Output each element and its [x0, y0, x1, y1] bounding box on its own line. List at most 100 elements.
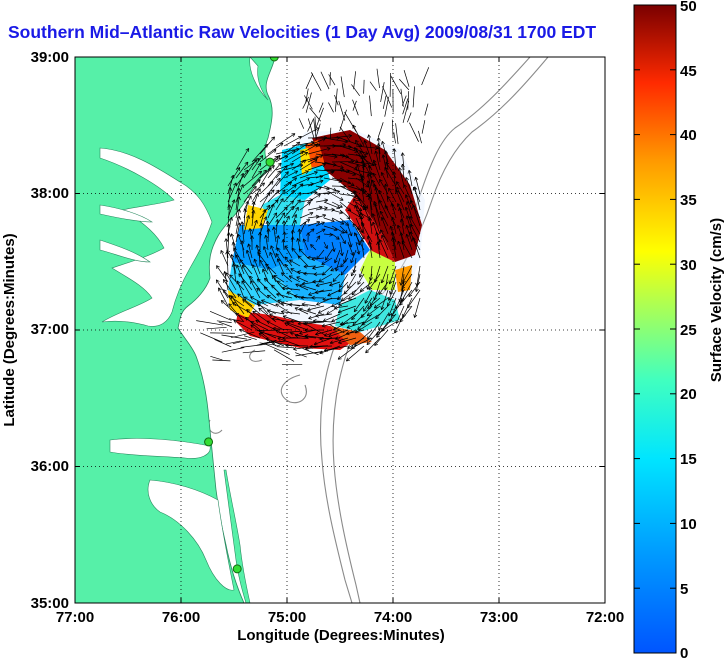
velocity-vector-head	[264, 209, 267, 213]
velocity-vector-head	[265, 263, 267, 268]
velocity-vector-head	[334, 248, 336, 252]
velocity-vector-head	[311, 259, 316, 262]
velocity-vector	[331, 193, 344, 201]
velocity-vector	[242, 350, 266, 354]
velocity-vector	[283, 150, 305, 163]
velocity-vector-head	[367, 241, 370, 245]
velocity-vector	[307, 118, 315, 139]
velocity-vector-head	[261, 223, 264, 227]
velocity-vector	[251, 162, 262, 179]
velocity-vector-head	[271, 284, 273, 289]
velocity-vector-head	[248, 243, 252, 247]
velocity-vector-head	[406, 224, 410, 228]
velocity-vector-head	[348, 215, 351, 219]
velocity-vector-head	[264, 278, 266, 282]
velocity-vector	[299, 144, 318, 155]
velocity-vector-head	[408, 293, 410, 297]
velocity-vector	[369, 289, 381, 306]
velocity-vector-head	[365, 195, 370, 198]
velocity-vector	[323, 191, 340, 195]
velocity-vector-head	[373, 304, 377, 309]
velocity-vector	[331, 313, 349, 322]
velocity-vector-head	[352, 223, 357, 226]
velocity-vector-head	[414, 186, 418, 190]
velocity-vector-head	[295, 284, 299, 288]
velocity-vector	[243, 179, 261, 195]
velocity-vector-head	[271, 284, 275, 287]
velocity-vector-head	[237, 293, 240, 298]
velocity-vector-head	[315, 313, 319, 317]
velocity-vector-head	[240, 184, 244, 187]
velocity-vector-head	[323, 138, 326, 142]
velocity-vector	[323, 241, 328, 249]
velocity-vector-head	[301, 281, 306, 285]
velocity-vector-head	[281, 220, 285, 224]
velocity-vector-head	[328, 333, 332, 337]
velocity-vector	[335, 257, 341, 272]
velocity-vector	[338, 281, 349, 293]
velocity-vector-head	[298, 248, 301, 253]
velocity-vector	[272, 318, 293, 323]
velocity-vector	[259, 181, 274, 195]
velocity-vector-head	[293, 348, 297, 351]
velocity-vector	[299, 228, 301, 243]
velocity-vector-head	[384, 150, 387, 155]
velocity-vector	[323, 144, 346, 147]
velocity-vector	[364, 140, 373, 163]
velocity-vector	[340, 265, 349, 276]
velocity-vector	[355, 225, 365, 240]
velocity-vector	[352, 124, 365, 147]
velocity-vector-head	[307, 309, 311, 312]
velocity-vector-head	[344, 141, 348, 144]
velocity-vector-head	[226, 249, 231, 253]
velocity-vector	[395, 123, 399, 145]
velocity-vector-head	[299, 248, 303, 251]
velocity-vector-head	[406, 233, 410, 237]
velocity-vector-head	[414, 288, 417, 292]
velocity-vector-head	[322, 163, 326, 167]
velocity-vector	[266, 320, 285, 331]
velocity-vector	[346, 321, 365, 329]
velocity-vector	[380, 82, 385, 103]
velocity-vector-head	[373, 172, 377, 176]
velocity-vector-head	[358, 226, 360, 230]
velocity-vector-head	[301, 303, 305, 307]
velocity-vector-head	[276, 199, 279, 204]
velocity-vector-head	[360, 160, 363, 164]
velocity-vector-head	[294, 177, 298, 182]
velocity-vector-head	[237, 293, 242, 295]
velocity-vector-head	[379, 178, 383, 182]
velocity-vector-head	[291, 248, 294, 252]
velocity-vector-head	[351, 291, 354, 295]
velocity-vector-head	[393, 171, 397, 175]
velocity-vector	[261, 331, 285, 339]
velocity-vector-head	[279, 155, 281, 159]
velocity-vector	[313, 337, 333, 345]
velocity-field	[225, 130, 425, 350]
velocity-vector	[303, 238, 309, 251]
velocity-vector	[263, 246, 269, 259]
velocity-vector-head	[256, 244, 260, 248]
velocity-vector	[226, 249, 237, 267]
velocity-vector-head	[354, 329, 358, 334]
velocity-vector-head	[376, 137, 379, 141]
velocity-vector	[283, 136, 302, 147]
velocity-vector	[353, 297, 365, 312]
velocity-vector-head	[316, 301, 319, 306]
velocity-vector	[339, 321, 357, 325]
velocity-vector-head	[308, 202, 311, 206]
velocity-vector	[315, 171, 334, 179]
velocity-vector-head	[285, 343, 289, 346]
velocity-vector	[352, 313, 365, 326]
velocity-vector-head	[282, 239, 286, 243]
velocity-vector-head	[284, 256, 289, 259]
velocity-vector-head	[399, 318, 401, 323]
velocity-vector-head	[304, 328, 308, 331]
velocity-vector	[339, 225, 348, 234]
velocity-vector-head	[369, 217, 373, 221]
velocity-vector-head	[327, 147, 331, 151]
velocity-vector-head	[347, 222, 350, 226]
velocity-vector-head	[360, 212, 363, 216]
velocity-vector-head	[333, 229, 338, 232]
velocity-vector-head	[285, 206, 288, 211]
